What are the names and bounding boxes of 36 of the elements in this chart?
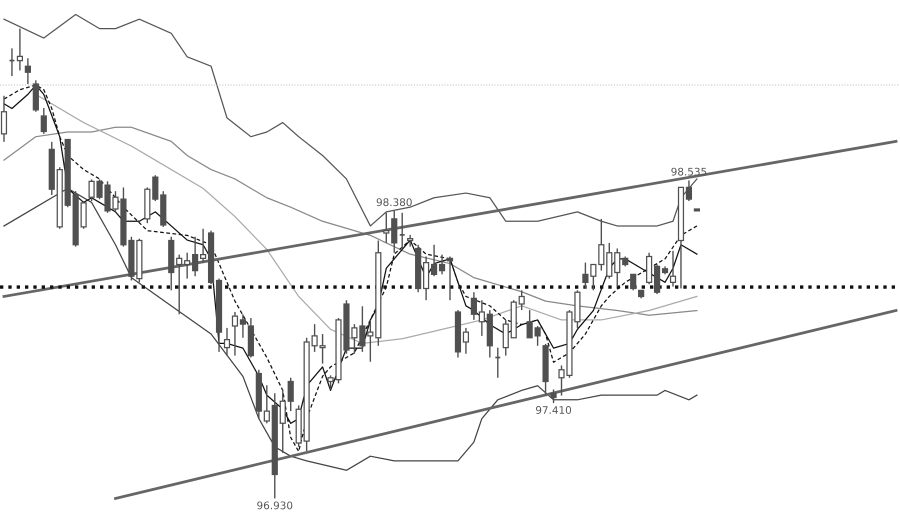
candlestick xyxy=(470,292,477,321)
candlestick xyxy=(16,28,24,72)
candlestick xyxy=(494,346,502,378)
candlestick xyxy=(8,48,16,77)
candlestick xyxy=(446,256,454,301)
candlestick xyxy=(24,58,31,85)
annotation: 96.930 xyxy=(257,501,292,510)
annotation: 98.380 xyxy=(376,198,412,206)
candlestick xyxy=(319,333,326,364)
candlestick xyxy=(558,364,565,396)
candlestick xyxy=(312,323,318,353)
annotation: 97.410 xyxy=(536,406,572,414)
candlestick xyxy=(327,374,334,390)
candlestick xyxy=(40,107,47,135)
candlestick xyxy=(550,388,557,404)
candlestick xyxy=(438,254,446,276)
candlestick xyxy=(398,212,406,250)
candlestick xyxy=(359,306,366,353)
candlestick xyxy=(630,274,636,292)
candlestick xyxy=(462,327,470,354)
candlestick xyxy=(240,314,246,338)
candlestick xyxy=(526,309,533,338)
candlestick xyxy=(670,250,676,288)
candlestick xyxy=(0,95,8,143)
candlestick xyxy=(351,323,358,354)
candlestick xyxy=(534,325,541,346)
candlestick xyxy=(112,190,119,212)
candlestick xyxy=(224,327,230,356)
candlestick xyxy=(686,180,692,202)
candlestick xyxy=(232,311,238,356)
candlestick xyxy=(407,234,414,248)
annotation: 98.535 xyxy=(671,168,706,176)
candlestick xyxy=(430,244,438,277)
candlestick xyxy=(200,228,206,264)
candlestick xyxy=(582,262,588,290)
candlestick xyxy=(96,178,103,200)
